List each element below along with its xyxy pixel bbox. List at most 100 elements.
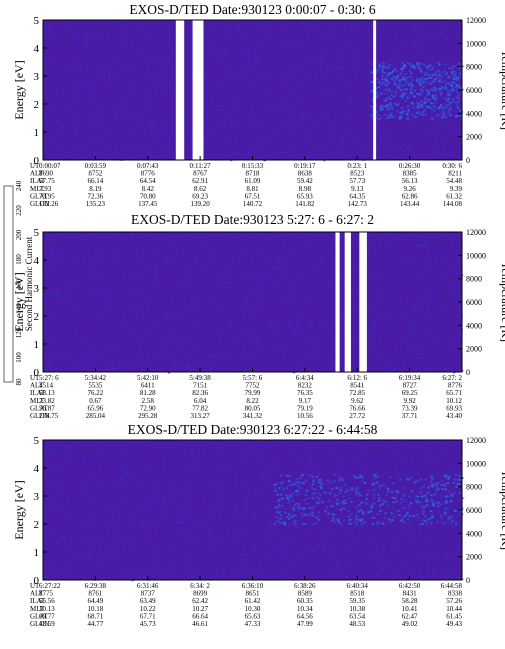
speckle-cell bbox=[452, 528, 455, 531]
enhanced-cell bbox=[337, 502, 340, 505]
speckle-cell bbox=[418, 37, 421, 39]
speckle-cell bbox=[376, 536, 380, 539]
speckle-cell bbox=[185, 513, 188, 515]
speckle-cell bbox=[289, 32, 293, 35]
enhanced-cell bbox=[426, 105, 429, 108]
enhanced-cell bbox=[359, 519, 363, 522]
enhanced-cell bbox=[418, 81, 422, 84]
enhanced-cell bbox=[419, 491, 423, 494]
speckle-cell bbox=[335, 558, 338, 561]
speckle-cell bbox=[182, 313, 185, 316]
speckle-cell bbox=[381, 569, 384, 571]
speckle-cell bbox=[187, 512, 190, 514]
speckle-cell bbox=[310, 321, 313, 324]
speckle-cell bbox=[456, 545, 459, 547]
speckle-cell bbox=[247, 98, 250, 100]
speckle-cell bbox=[264, 68, 267, 70]
speckle-cell bbox=[190, 535, 193, 538]
speckle-cell bbox=[399, 570, 402, 572]
colorbar-tick-label: 80 bbox=[15, 378, 23, 386]
enhanced-cell bbox=[425, 498, 429, 501]
table-cell: 54.48 bbox=[446, 177, 462, 185]
colorbar-tick-label: 200 bbox=[15, 229, 23, 240]
enhanced-cell bbox=[384, 501, 388, 503]
speckle-cell bbox=[351, 522, 354, 524]
speckle-cell bbox=[261, 253, 264, 255]
speckle-cell bbox=[363, 500, 366, 502]
speckle-cell bbox=[442, 501, 445, 504]
speckle-cell bbox=[148, 154, 152, 156]
speckle-cell bbox=[78, 39, 81, 41]
speckle-cell bbox=[158, 155, 161, 157]
speckle-cell bbox=[114, 145, 118, 148]
speckle-cell bbox=[182, 297, 185, 299]
speckle-cell bbox=[96, 251, 99, 254]
speckle-cell bbox=[227, 55, 230, 57]
speckle-cell bbox=[428, 289, 431, 292]
enhanced-cell bbox=[280, 498, 283, 501]
speckle-cell bbox=[189, 519, 192, 521]
speckle-cell bbox=[174, 482, 177, 484]
speckle-cell bbox=[249, 112, 252, 114]
enhanced-cell bbox=[285, 487, 288, 490]
speckle-cell bbox=[251, 109, 255, 111]
speckle-cell bbox=[243, 87, 246, 89]
speckle-cell bbox=[123, 474, 127, 477]
enhanced-cell bbox=[312, 488, 316, 490]
speckle-cell bbox=[43, 58, 47, 60]
speckle-cell bbox=[225, 339, 228, 342]
speckle-cell bbox=[72, 102, 75, 105]
enhanced-cell bbox=[437, 107, 440, 110]
speckle-cell bbox=[243, 550, 246, 552]
speckle-cell bbox=[134, 535, 137, 537]
speckle-cell bbox=[48, 469, 51, 472]
speckle-cell bbox=[409, 534, 412, 537]
speckle-cell bbox=[408, 58, 412, 61]
speckle-cell bbox=[145, 465, 148, 467]
speckle-cell bbox=[111, 87, 114, 89]
enhanced-cell bbox=[277, 487, 280, 489]
speckle-cell bbox=[67, 20, 70, 23]
enhanced-cell bbox=[403, 521, 406, 523]
enhanced-cell bbox=[317, 511, 320, 514]
speckle-cell bbox=[456, 262, 459, 264]
speckle-cell bbox=[161, 131, 164, 133]
speckle-cell bbox=[178, 294, 181, 297]
speckle-cell bbox=[323, 31, 326, 34]
speckle-cell bbox=[173, 364, 176, 366]
speckle-cell bbox=[76, 90, 79, 93]
speckle-cell bbox=[161, 338, 164, 340]
speckle-cell bbox=[172, 447, 175, 450]
speckle-cell bbox=[406, 500, 409, 503]
enhanced-cell bbox=[389, 521, 392, 524]
speckle-cell bbox=[73, 332, 76, 334]
y-tick-label: 1 bbox=[34, 127, 40, 139]
enhanced-cell bbox=[348, 497, 351, 500]
enhanced-cell bbox=[428, 82, 432, 85]
speckle-cell bbox=[387, 274, 390, 277]
enhanced-cell bbox=[363, 482, 367, 484]
speckle-cell bbox=[344, 447, 347, 449]
enhanced-cell bbox=[295, 502, 298, 505]
speckle-cell bbox=[59, 308, 62, 311]
speckle-cell bbox=[57, 148, 60, 150]
speckle-cell bbox=[126, 481, 129, 483]
speckle-cell bbox=[245, 555, 248, 557]
speckle-cell bbox=[268, 523, 271, 526]
speckle-cell bbox=[90, 474, 93, 477]
enhanced-cell bbox=[404, 77, 407, 79]
table-cell: 2.58 bbox=[142, 397, 155, 405]
speckle-cell bbox=[126, 52, 129, 55]
enhanced-cell bbox=[356, 523, 359, 526]
enhanced-cell bbox=[384, 78, 387, 81]
speckle-cell bbox=[209, 322, 212, 325]
enhanced-cell bbox=[456, 86, 460, 89]
speckle-cell bbox=[106, 36, 109, 39]
speckle-cell bbox=[331, 322, 334, 324]
speckle-cell bbox=[221, 280, 224, 282]
speckle-cell bbox=[175, 531, 178, 534]
speckle-cell bbox=[218, 264, 221, 266]
speckle-cell bbox=[284, 83, 287, 86]
enhanced-cell bbox=[436, 505, 440, 508]
panel-title: EXOS-D/TED Date:930123 5:27: 6 - 6:27: 2 bbox=[131, 212, 374, 227]
